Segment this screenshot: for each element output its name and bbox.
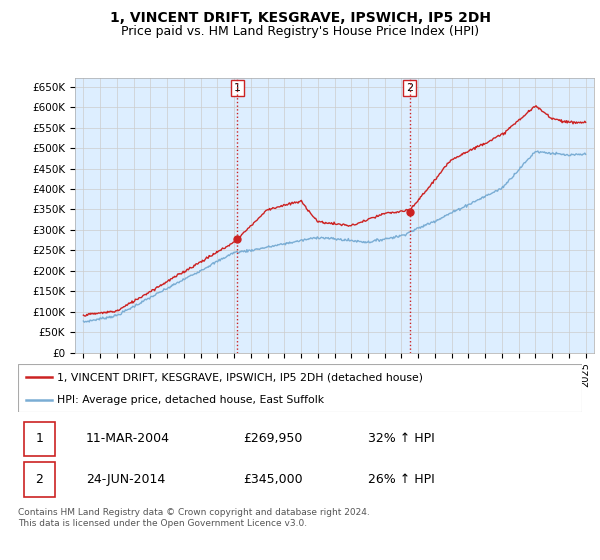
Text: £269,950: £269,950 <box>244 432 303 445</box>
Text: Price paid vs. HM Land Registry's House Price Index (HPI): Price paid vs. HM Land Registry's House … <box>121 25 479 39</box>
Text: 11-MAR-2004: 11-MAR-2004 <box>86 432 170 445</box>
Text: HPI: Average price, detached house, East Suffolk: HPI: Average price, detached house, East… <box>58 395 325 405</box>
Text: 1: 1 <box>234 83 241 93</box>
Text: 24-JUN-2014: 24-JUN-2014 <box>86 473 165 486</box>
Text: 1, VINCENT DRIFT, KESGRAVE, IPSWICH, IP5 2DH (detached house): 1, VINCENT DRIFT, KESGRAVE, IPSWICH, IP5… <box>58 372 424 382</box>
Text: 2: 2 <box>406 83 413 93</box>
Bar <box>23 463 55 497</box>
Bar <box>23 422 55 456</box>
Text: Contains HM Land Registry data © Crown copyright and database right 2024.
This d: Contains HM Land Registry data © Crown c… <box>18 508 370 528</box>
Text: 26% ↑ HPI: 26% ↑ HPI <box>368 473 434 486</box>
Text: 1: 1 <box>35 432 43 445</box>
Text: 1, VINCENT DRIFT, KESGRAVE, IPSWICH, IP5 2DH: 1, VINCENT DRIFT, KESGRAVE, IPSWICH, IP5… <box>110 12 491 26</box>
Text: 2: 2 <box>35 473 43 486</box>
Text: £345,000: £345,000 <box>244 473 303 486</box>
Text: 32% ↑ HPI: 32% ↑ HPI <box>368 432 434 445</box>
